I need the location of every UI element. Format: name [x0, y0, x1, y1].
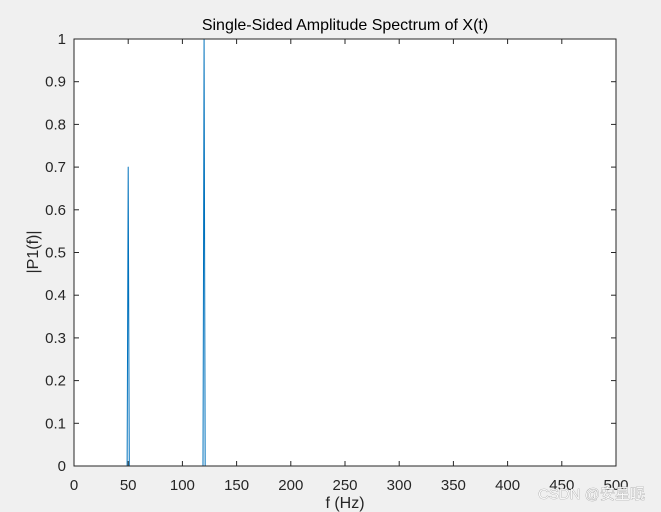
y-tick-label: 0.1 — [45, 415, 66, 432]
x-tick-label: 450 — [549, 477, 574, 494]
y-axis: 0 0.1 0.2 0.3 0.4 0.5 0.6 0.7 0.8 0.9 1 — [45, 31, 616, 475]
x-tick-label: 0 — [70, 477, 78, 494]
x-tick-label: 300 — [387, 477, 412, 494]
y-tick-label: 0.8 — [45, 116, 66, 133]
y-tick-label: 0.9 — [45, 74, 66, 91]
y-tick-label: 0.7 — [45, 159, 66, 176]
x-tick-label: 500 — [603, 477, 628, 494]
x-tick-label: 200 — [278, 477, 303, 494]
plot-area-background — [74, 39, 616, 466]
y-tick-label: 0.4 — [45, 287, 66, 304]
y-tick-label: 0.6 — [45, 202, 66, 219]
x-axis-title: f (Hz) — [325, 495, 364, 512]
chart-title: Single-Sided Amplitude Spectrum of X(t) — [202, 17, 488, 34]
y-tick-label: 1 — [58, 31, 66, 48]
x-tick-label: 50 — [120, 477, 137, 494]
x-tick-label: 350 — [441, 477, 466, 494]
x-tick-label: 250 — [332, 477, 357, 494]
x-tick-label: 150 — [224, 477, 249, 494]
x-tick-label: 400 — [495, 477, 520, 494]
x-axis: 0 50 100 150 200 250 300 350 400 450 500 — [70, 39, 629, 494]
y-tick-label: 0.2 — [45, 373, 66, 390]
y-axis-title: |P1(f)| — [25, 231, 42, 274]
watermark: CSDN @安星眠 — [538, 486, 645, 503]
y-tick-label: 0 — [58, 458, 66, 475]
y-tick-label: 0.5 — [45, 245, 66, 262]
y-tick-label: 0.3 — [45, 330, 66, 347]
x-tick-label: 100 — [170, 477, 195, 494]
